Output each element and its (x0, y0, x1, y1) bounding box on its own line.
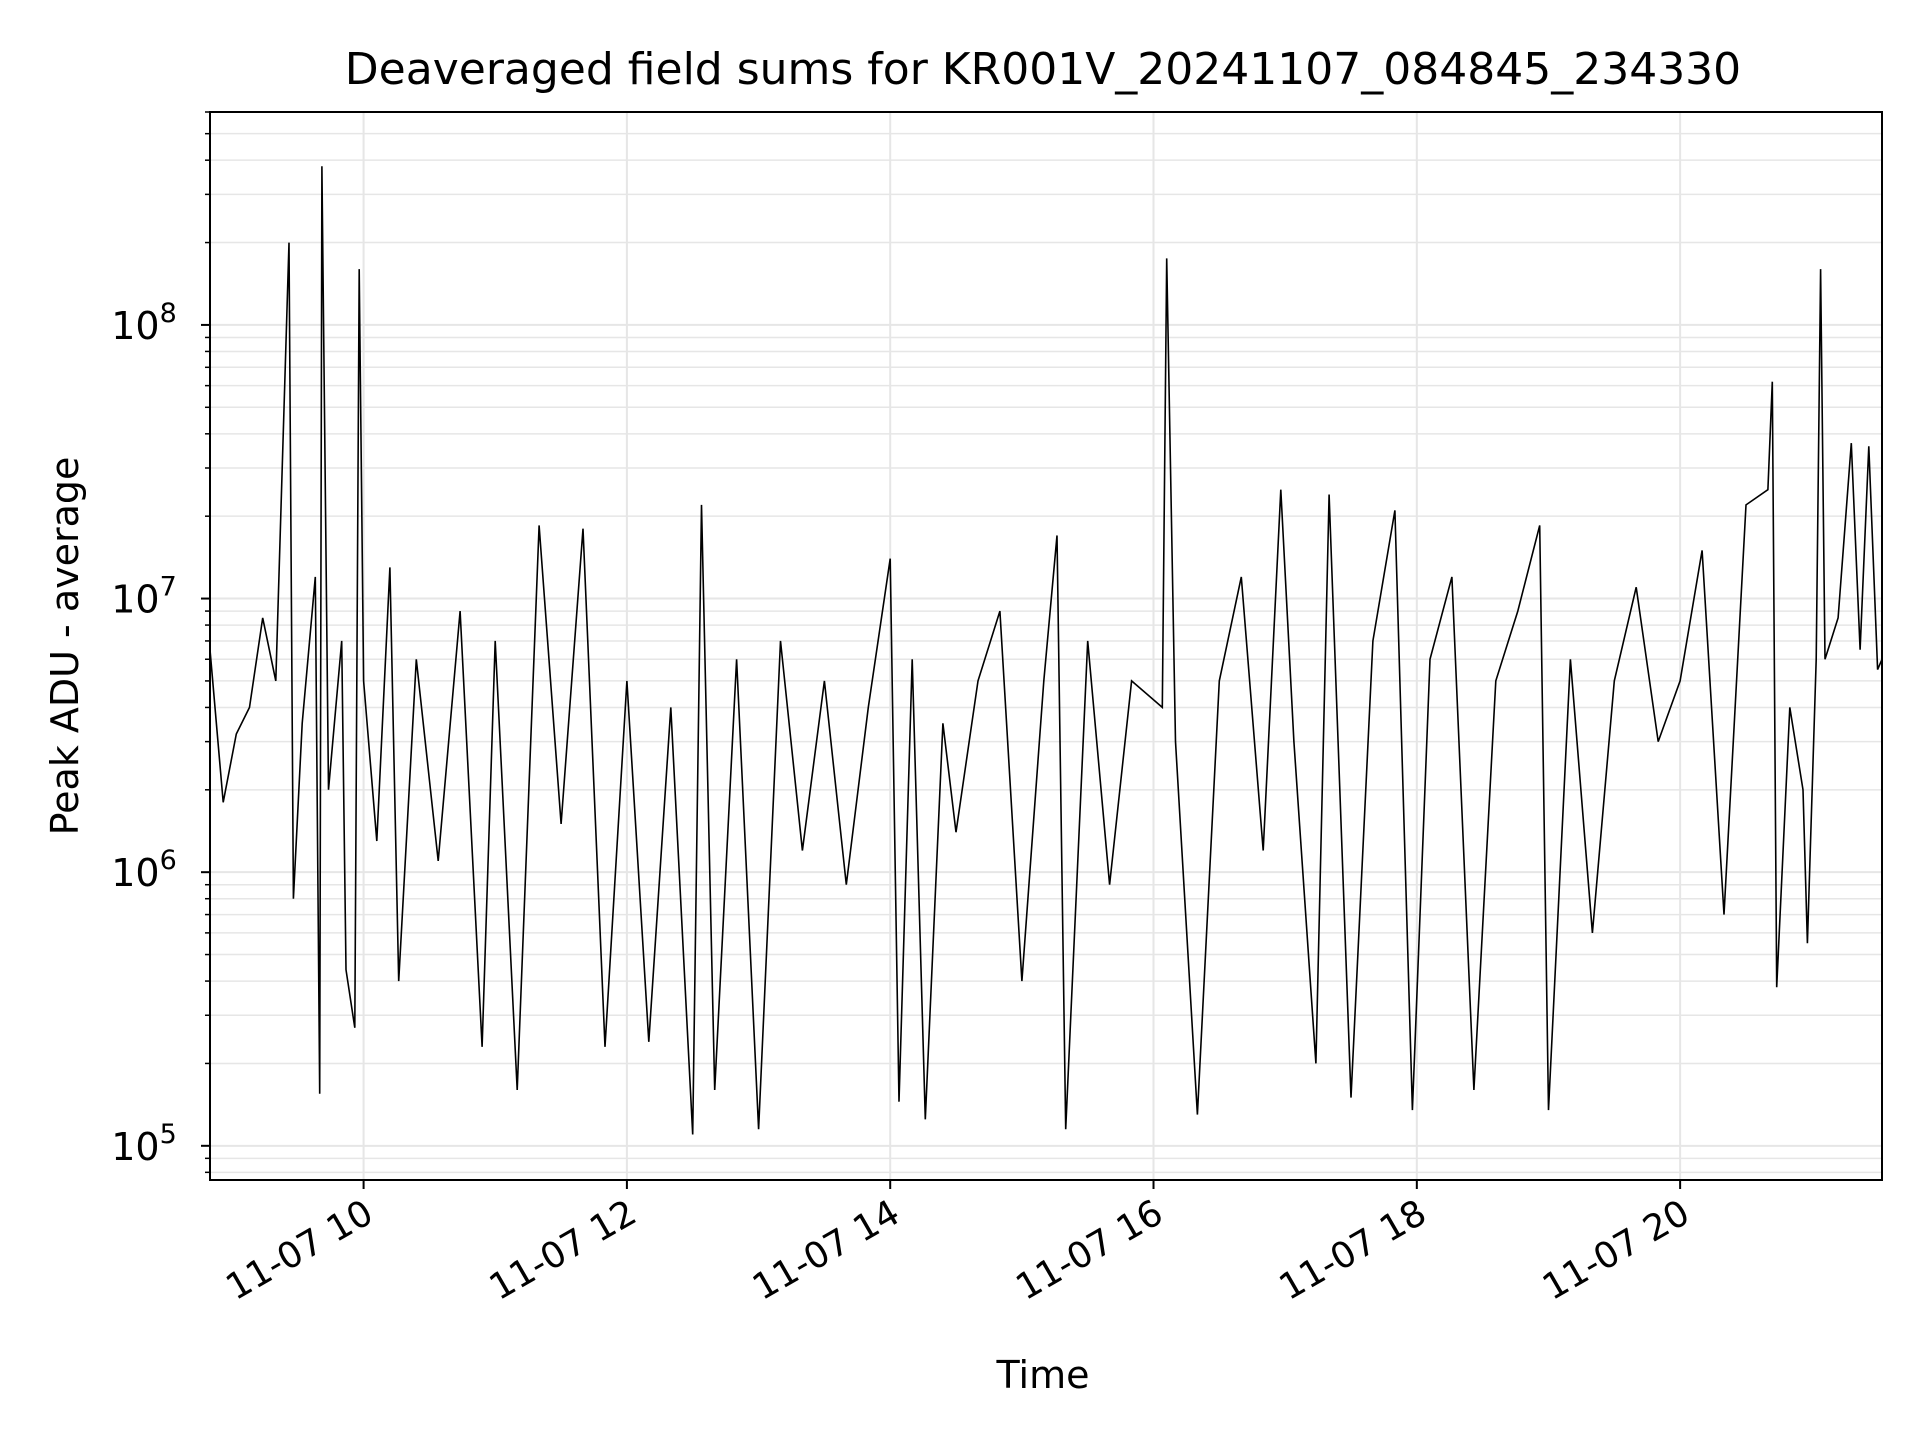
series-line (209, 166, 1883, 1135)
y-axis-label: Peak ADU - average (43, 457, 87, 836)
axes-frame (209, 111, 1883, 1181)
chart-title: Deaveraged field sums for KR001V_2024110… (345, 44, 1741, 95)
x-axis-label: Time (996, 1353, 1090, 1397)
y-tick-label: 107 (111, 572, 177, 622)
grid (210, 111, 1882, 1180)
plot-area (209, 166, 1883, 1135)
y-tick-label: 106 (111, 845, 177, 895)
y-tick-label: 105 (111, 1119, 177, 1169)
y-tick-label: 108 (111, 298, 177, 348)
